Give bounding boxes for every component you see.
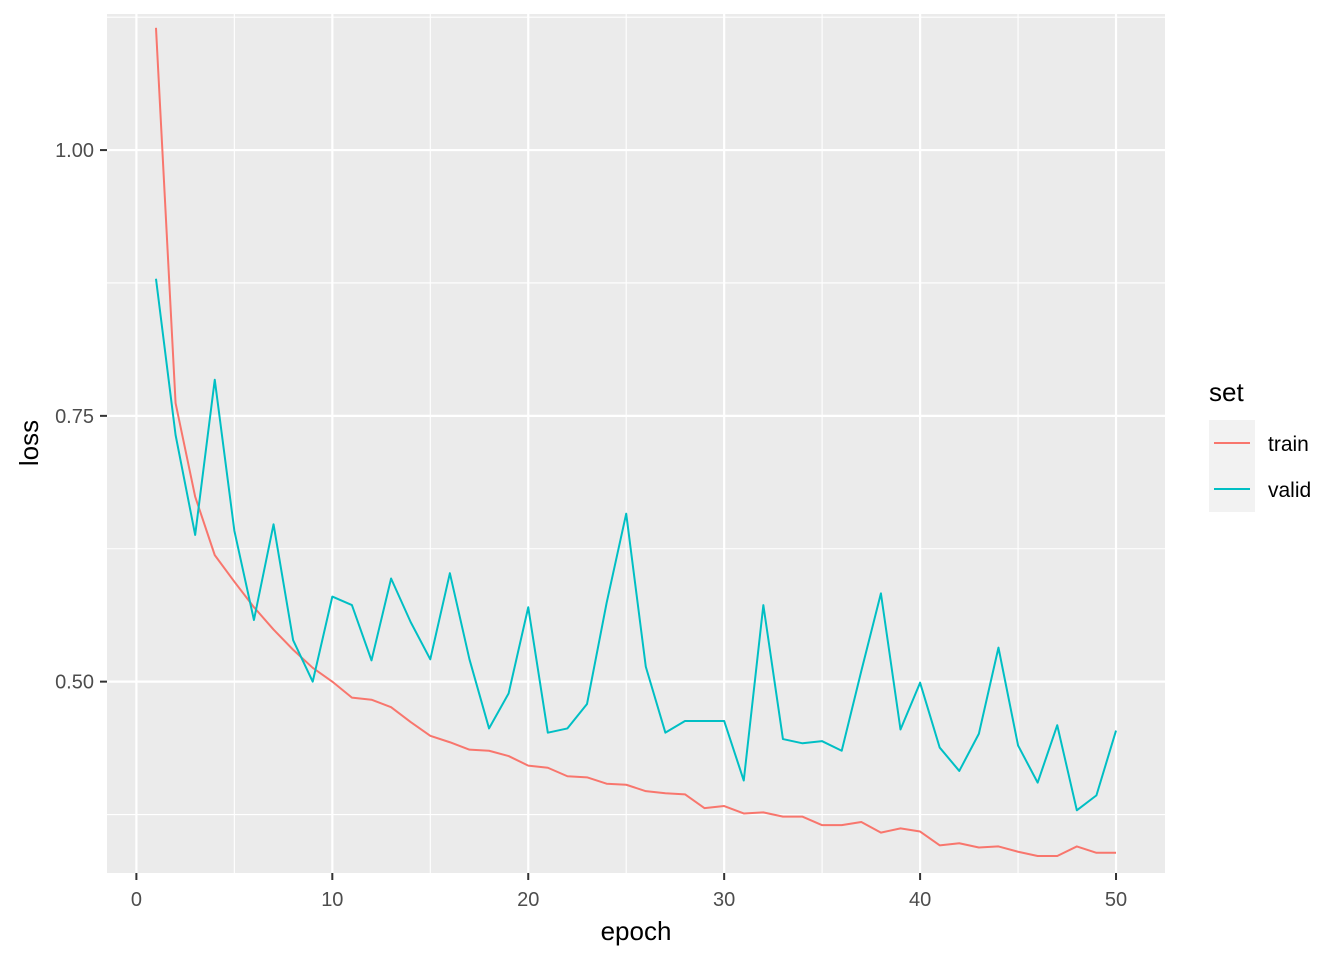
series-line-valid	[154, 278, 1117, 812]
legend: set train valid	[1209, 377, 1311, 512]
x-tick-label: 50	[1105, 889, 1127, 911]
y-tick-label: 0.50	[55, 672, 94, 694]
major-gridlines	[107, 14, 1165, 873]
x-tick-label: 0	[131, 889, 142, 911]
legend-label-valid: valid	[1268, 479, 1311, 502]
plot-panel	[107, 14, 1165, 873]
x-axis-title: epoch	[601, 916, 672, 946]
x-tick-label: 40	[909, 889, 931, 911]
x-axis: 0 10 20 30 40 50	[131, 873, 1127, 911]
legend-label-train: train	[1268, 433, 1309, 456]
y-tick-label: 0.75	[55, 406, 94, 428]
y-tick-label: 1.00	[55, 140, 94, 162]
x-tick-label: 30	[713, 889, 735, 911]
minor-gridlines	[107, 14, 1165, 873]
legend-title: set	[1209, 377, 1244, 407]
series-lines	[154, 27, 1117, 857]
y-axis: 0.50 0.75 1.00	[55, 140, 107, 694]
x-tick-label: 10	[321, 889, 343, 911]
x-tick-label: 20	[517, 889, 539, 911]
y-axis-title: loss	[14, 420, 44, 466]
